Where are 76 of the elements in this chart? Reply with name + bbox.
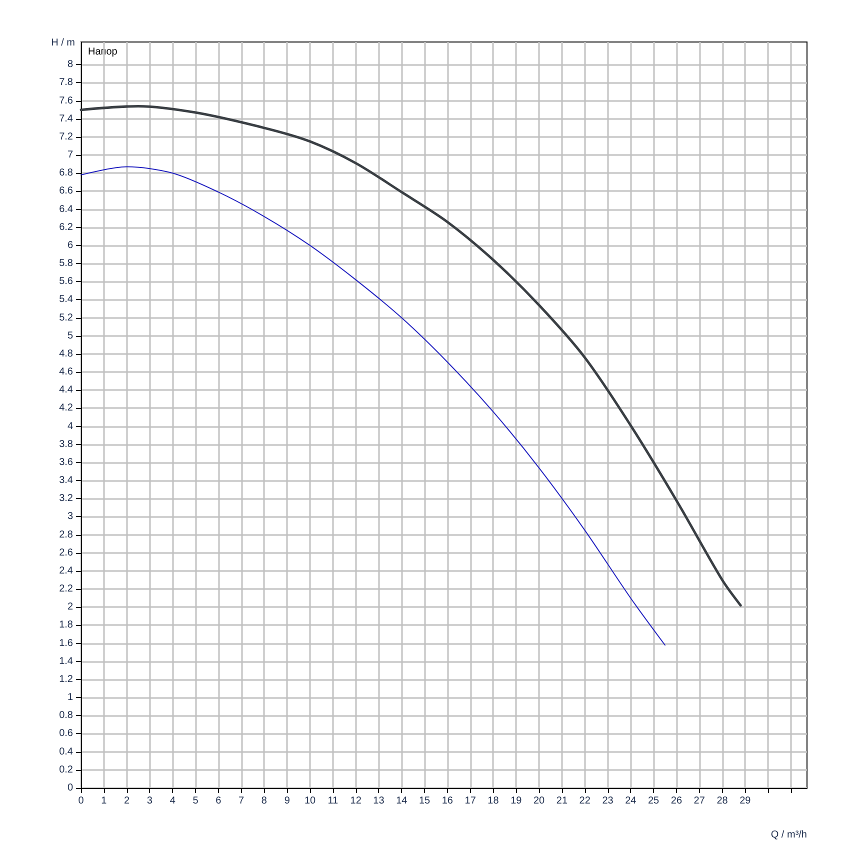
x-tick-label: 7 <box>238 796 245 806</box>
y-tick-label: 5.8 <box>59 258 74 270</box>
x-tick-label: 16 <box>442 796 454 806</box>
x-tick-label: 18 <box>488 796 500 806</box>
x-tick-label: 3 <box>146 796 153 806</box>
y-tick-label: 0.8 <box>59 710 74 722</box>
y-tick-label: 0.6 <box>59 728 74 740</box>
x-tick-label: 1 <box>101 796 108 806</box>
x-axis-title: Q / m³/h <box>770 830 807 840</box>
y-tick-label: 3.4 <box>59 475 74 486</box>
y-tick-label: 6.8 <box>59 168 74 179</box>
x-tick-label: 0 <box>78 796 84 806</box>
x-tick-label: 19 <box>510 796 522 806</box>
y-tick-label: 3.2 <box>59 493 74 504</box>
x-tick-label: 28 <box>716 796 728 806</box>
x-tick-label: 13 <box>373 796 385 806</box>
y-tick-label: 4.2 <box>59 402 74 414</box>
y-tick-label: 2.4 <box>59 565 74 576</box>
x-tick-label: 21 <box>556 796 568 806</box>
y-tick-label: 2 <box>67 602 74 613</box>
y-tick-label: 7 <box>67 150 74 161</box>
x-tick-label: 11 <box>328 796 339 806</box>
y-tick-label: 7.4 <box>59 113 74 124</box>
x-tick-label: 26 <box>670 796 682 806</box>
x-tick-label: 6 <box>216 796 222 806</box>
x-tick-label: 12 <box>350 796 362 806</box>
y-tick-label: 5 <box>67 330 74 342</box>
x-tick-label: 27 <box>694 796 706 806</box>
x-tick-label: 14 <box>396 796 408 806</box>
y-axis-title: H / m <box>51 38 75 48</box>
y-tick-label: 7.6 <box>59 95 74 106</box>
y-tick-label: 4.4 <box>59 384 74 396</box>
y-tick-label: 1.2 <box>59 674 74 685</box>
y-tick-label: 1.4 <box>59 656 74 667</box>
x-tick-label: 20 <box>533 796 546 806</box>
y-tick-label: 6.2 <box>59 222 74 233</box>
y-tick-label: 3.8 <box>59 438 74 450</box>
x-tick-label: 2 <box>124 796 130 806</box>
line-series <box>80 104 742 607</box>
y-tick-label: 1.6 <box>59 638 74 649</box>
y-tick-label: 3 <box>67 511 74 522</box>
y-tick-label: 5.6 <box>59 276 74 288</box>
x-tick-label: 24 <box>625 796 637 806</box>
y-tick-label: 2.6 <box>59 547 74 558</box>
y-tick-label: 4 <box>67 420 74 432</box>
x-tick-label: 25 <box>648 796 660 806</box>
line-series <box>80 166 666 646</box>
y-tick-label: 6 <box>67 240 74 251</box>
x-tick-label: 17 <box>464 796 476 806</box>
x-tick-label: 23 <box>602 796 614 806</box>
y-tick-label: 4.6 <box>59 366 74 378</box>
y-tick-label: 1.8 <box>59 620 74 631</box>
annotation: Напор <box>88 46 118 58</box>
y-tick-label: 2.8 <box>59 529 74 540</box>
y-tick-label: 6.6 <box>59 186 74 197</box>
y-tick-label: 0 <box>67 782 74 794</box>
y-tick-label: 8 <box>67 59 74 70</box>
y-tick-label: 1 <box>67 692 74 704</box>
x-tick-label: 29 <box>740 796 752 806</box>
y-tick-label: 6.4 <box>59 204 74 215</box>
x-tick-label: 5 <box>192 796 199 806</box>
y-tick-label: 3.6 <box>59 456 74 468</box>
x-tick-label: 10 <box>304 796 316 806</box>
x-tick-label: 8 <box>261 796 268 806</box>
y-tick-label: 4.8 <box>59 348 74 360</box>
y-tick-label: 0.4 <box>59 746 74 758</box>
y-tick-label: 7.8 <box>59 77 74 88</box>
y-tick-label: 0.2 <box>59 764 74 776</box>
x-tick-label: 4 <box>170 796 176 806</box>
y-tick-label: 2.2 <box>59 584 74 595</box>
y-tick-label: 7.2 <box>59 131 74 142</box>
y-tick-label: 5.4 <box>59 294 74 306</box>
y-tick-label: 5.2 <box>59 312 74 324</box>
x-tick-label: 9 <box>284 796 290 806</box>
x-tick-label: 15 <box>418 796 431 806</box>
x-tick-label: 22 <box>579 796 591 806</box>
